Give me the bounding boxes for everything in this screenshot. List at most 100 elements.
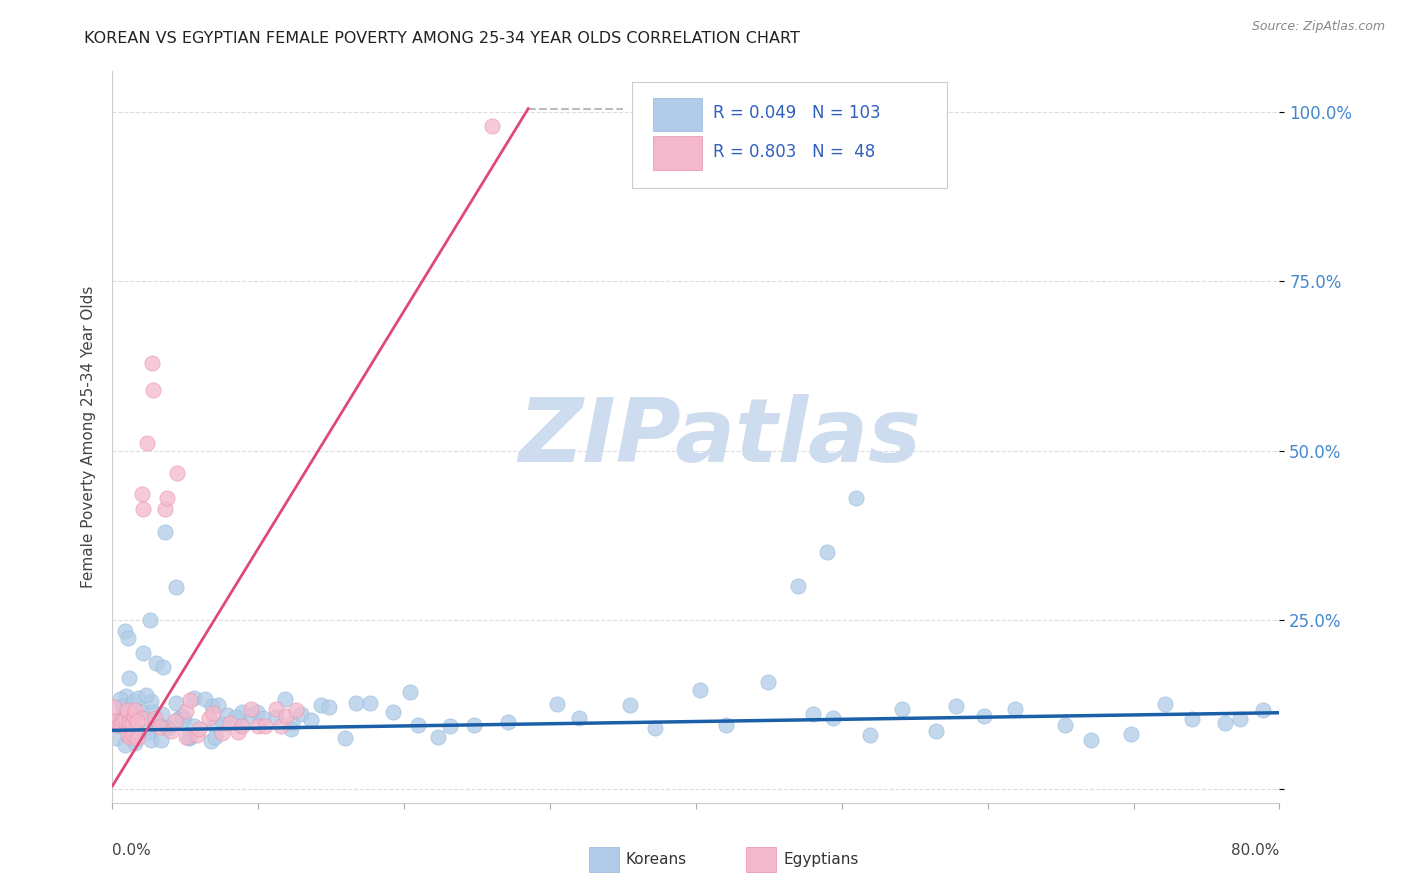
Text: 0.0%: 0.0%	[112, 843, 152, 858]
Text: R = 0.803   N =  48: R = 0.803 N = 48	[713, 143, 876, 161]
Point	[359, 696, 381, 710]
Point	[114, 624, 136, 638]
Point	[408, 717, 430, 731]
Point	[197, 710, 219, 724]
Point	[118, 708, 141, 723]
Point	[114, 712, 136, 726]
Point	[170, 708, 193, 723]
Point	[801, 706, 824, 721]
Point	[149, 733, 172, 747]
Text: Egyptians: Egyptians	[783, 853, 859, 867]
Point	[1121, 727, 1143, 741]
Point	[890, 702, 912, 716]
Point	[815, 545, 838, 559]
Point	[157, 721, 180, 735]
Point	[131, 706, 153, 720]
Point	[204, 730, 226, 744]
Text: Koreans: Koreans	[626, 853, 688, 867]
FancyBboxPatch shape	[747, 847, 776, 872]
Point	[188, 723, 211, 737]
Point	[121, 716, 143, 731]
Point	[1080, 733, 1102, 747]
Point	[117, 706, 139, 720]
Point	[212, 717, 235, 731]
Point	[176, 730, 198, 744]
Point	[546, 697, 568, 711]
Point	[231, 705, 253, 719]
Point	[280, 723, 302, 737]
Point	[714, 718, 737, 732]
Point	[183, 718, 205, 732]
FancyBboxPatch shape	[652, 98, 702, 131]
Point	[105, 731, 128, 745]
Point	[309, 698, 332, 713]
Point	[124, 703, 146, 717]
Point	[117, 702, 139, 716]
Point	[173, 712, 195, 726]
Point	[135, 435, 157, 450]
Point	[333, 731, 356, 746]
Point	[150, 707, 173, 722]
Point	[120, 728, 142, 742]
Point	[1215, 716, 1237, 731]
Point	[246, 705, 269, 719]
Text: 80.0%: 80.0%	[1232, 843, 1279, 858]
Point	[110, 710, 132, 724]
Point	[136, 724, 159, 739]
Point	[120, 718, 142, 732]
Point	[131, 501, 153, 516]
Point	[219, 715, 242, 730]
Point	[299, 713, 322, 727]
Point	[139, 694, 162, 708]
Point	[1053, 718, 1076, 732]
Point	[1154, 698, 1177, 712]
Y-axis label: Female Poverty Among 25-34 Year Olds: Female Poverty Among 25-34 Year Olds	[80, 286, 96, 588]
Point	[823, 711, 845, 725]
Point	[160, 723, 183, 738]
Text: Source: ZipAtlas.com: Source: ZipAtlas.com	[1251, 20, 1385, 33]
Point	[143, 714, 166, 728]
Point	[186, 728, 208, 742]
Point	[111, 713, 134, 727]
Point	[127, 691, 149, 706]
Point	[141, 704, 163, 718]
Point	[756, 674, 779, 689]
Point	[135, 688, 157, 702]
Point	[226, 724, 249, 739]
Point	[153, 501, 176, 516]
Point	[118, 671, 141, 685]
Point	[153, 525, 176, 540]
Point	[103, 700, 125, 714]
Point	[139, 613, 162, 627]
Point	[131, 487, 153, 501]
Point	[177, 730, 200, 744]
Point	[253, 719, 276, 733]
Point	[142, 383, 165, 397]
Point	[644, 721, 666, 735]
Point	[177, 731, 200, 745]
Point	[165, 714, 187, 728]
Point	[117, 728, 139, 742]
Point	[231, 718, 253, 732]
Point	[179, 693, 201, 707]
Point	[156, 491, 179, 505]
Point	[945, 699, 967, 714]
Point	[131, 711, 153, 725]
Point	[127, 714, 149, 728]
Point	[183, 691, 205, 706]
Point	[285, 704, 308, 718]
Point	[117, 632, 139, 646]
Point	[202, 718, 225, 732]
Point	[152, 660, 174, 674]
Point	[463, 717, 485, 731]
Point	[274, 691, 297, 706]
Point	[115, 690, 138, 704]
Point	[202, 706, 225, 720]
Point	[1004, 702, 1026, 716]
Point	[382, 705, 405, 719]
Point	[1229, 713, 1251, 727]
Point	[1253, 703, 1275, 717]
Point	[200, 734, 222, 748]
Point	[121, 728, 143, 742]
Point	[242, 709, 264, 723]
